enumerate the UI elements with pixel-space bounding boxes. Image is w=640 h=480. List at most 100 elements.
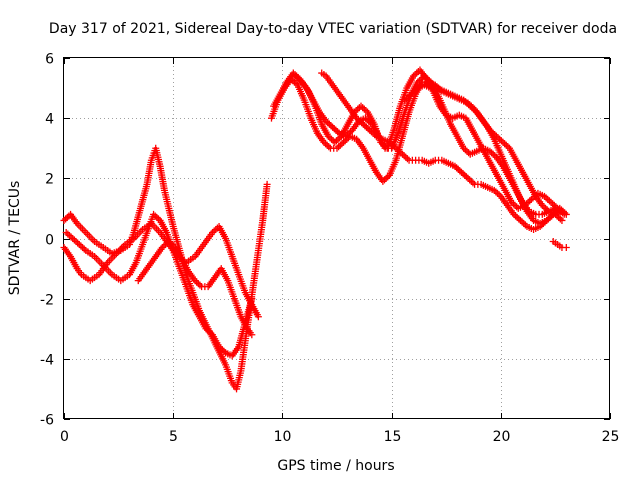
- data-point: [336, 141, 344, 149]
- data-point: [486, 126, 494, 134]
- data-point: [69, 235, 77, 242]
- data-point: [362, 123, 370, 131]
- data-point: [263, 180, 271, 188]
- data-point: [540, 203, 548, 211]
- data-point: [463, 99, 471, 107]
- data-point: [334, 128, 342, 136]
- data-point: [320, 138, 328, 146]
- data-point: [212, 225, 220, 233]
- data-point: [527, 195, 535, 203]
- data-point: [404, 93, 412, 101]
- data-point: [325, 143, 333, 151]
- data-point: [469, 179, 477, 187]
- data-point: [395, 147, 403, 155]
- data-point: [488, 149, 496, 157]
- data-point: [558, 216, 566, 224]
- data-point: [382, 174, 390, 182]
- data-point: [193, 278, 201, 286]
- data-point: [402, 153, 410, 161]
- data-point: [218, 346, 226, 354]
- data-point: [515, 215, 523, 223]
- data-point: [459, 170, 467, 178]
- data-point: [457, 168, 465, 176]
- data-point: [544, 215, 552, 223]
- data-point: [521, 201, 529, 209]
- data-point: [170, 242, 178, 250]
- data-point: [70, 236, 78, 244]
- data-point: [546, 213, 554, 221]
- data-point: [401, 96, 409, 104]
- data-point: [490, 186, 498, 194]
- data-point: [371, 131, 379, 139]
- data-point: [465, 101, 473, 109]
- data-point: [64, 230, 72, 238]
- data-point: [526, 197, 534, 205]
- data-point: [551, 210, 559, 218]
- data-point: [74, 239, 82, 247]
- data-point: [336, 134, 344, 142]
- y-tick-label: 0: [45, 233, 54, 249]
- data-point: [293, 74, 301, 82]
- data-point: [361, 122, 369, 130]
- data-point: [338, 140, 346, 148]
- data-point: [415, 77, 423, 85]
- data-marks: [60, 66, 570, 393]
- data-point: [553, 212, 561, 220]
- data-point: [151, 212, 159, 220]
- data-point: [402, 95, 410, 103]
- data-point: [494, 189, 502, 197]
- x-axis-label: GPS time / hours: [277, 458, 394, 474]
- data-point: [292, 72, 300, 80]
- data-point: [492, 132, 500, 140]
- data-point: [524, 198, 532, 206]
- x-tick-label: 0: [60, 429, 69, 445]
- data-point: [542, 194, 550, 202]
- data-point: [470, 105, 477, 113]
- data-point: [205, 328, 213, 336]
- data-point: [324, 119, 332, 127]
- grid-lines: [64, 58, 610, 419]
- data-point: [65, 231, 73, 239]
- data-point: [397, 149, 405, 157]
- data-point: [486, 147, 494, 155]
- data-point: [290, 78, 298, 86]
- data-point: [358, 119, 366, 127]
- data-point: [385, 138, 393, 146]
- data-point: [327, 122, 335, 130]
- data-point: [496, 135, 504, 143]
- data-point: [509, 200, 517, 208]
- data-point: [466, 176, 474, 184]
- data-point: [411, 71, 419, 79]
- data-point: [464, 174, 472, 182]
- y-tick-label: -2: [40, 293, 54, 309]
- data-point: [324, 132, 332, 140]
- data-point: [364, 125, 372, 133]
- data-point: [326, 134, 334, 142]
- data-point: [215, 343, 223, 351]
- x-tick-label: 25: [602, 429, 620, 445]
- data-point: [497, 137, 505, 145]
- data-point: [168, 241, 176, 249]
- data-point: [387, 140, 395, 148]
- data-point: [191, 277, 199, 285]
- data-point: [407, 90, 415, 98]
- data-point: [463, 147, 471, 155]
- data-point: [394, 146, 402, 154]
- series-track-1: [60, 144, 271, 393]
- y-tick-label: 2: [45, 172, 54, 188]
- data-point: [552, 203, 560, 211]
- y-tick-label: 4: [45, 112, 54, 128]
- series-track-7: [292, 66, 568, 218]
- data-point: [456, 167, 464, 175]
- data-point: [360, 105, 368, 113]
- data-point: [562, 244, 570, 252]
- data-point: [390, 143, 398, 151]
- data-point: [323, 141, 331, 149]
- data-point: [329, 123, 337, 131]
- data-point: [254, 313, 262, 321]
- data-point: [207, 329, 215, 337]
- data-point: [154, 215, 162, 223]
- data-point: [384, 173, 392, 181]
- data-point: [540, 192, 548, 200]
